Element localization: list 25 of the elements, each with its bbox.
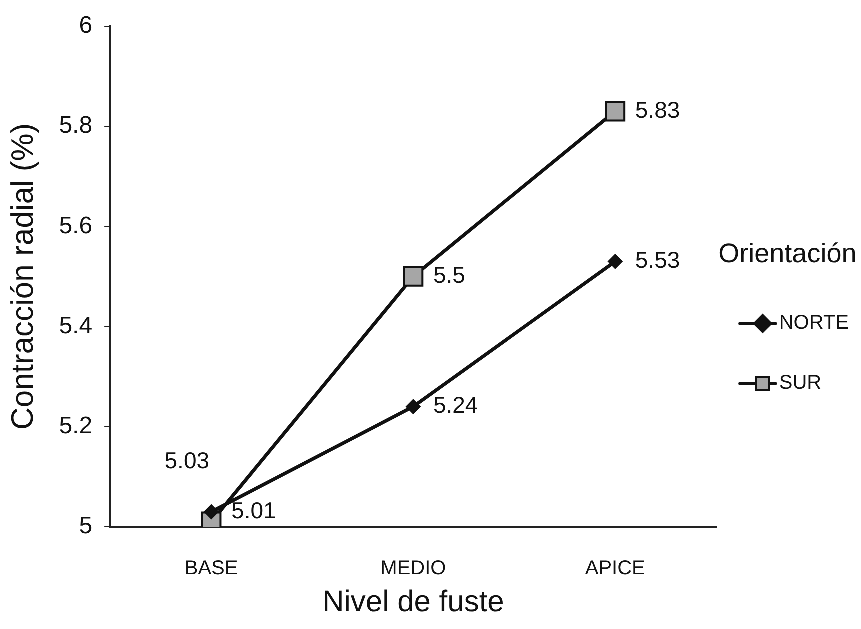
legend-label: SUR (779, 372, 822, 394)
y-tick-label: 5.2 (59, 412, 93, 440)
x-tick-label: MEDIO (380, 558, 446, 580)
legend-title: Orientación (718, 238, 857, 268)
y-tick-label: 5.4 (59, 312, 93, 340)
point (403, 266, 424, 287)
data-label: 5.03 (164, 447, 210, 474)
y-tick-label: 6 (79, 12, 93, 40)
x-tick-label: APICE (585, 558, 646, 580)
data-label: 5.5 (433, 262, 466, 288)
point (608, 254, 623, 270)
x-tick-label: BASE (184, 558, 238, 580)
y-tick-label: 5.6 (59, 212, 93, 240)
data-label: 5.01 (232, 497, 276, 524)
legend-label: NORTE (779, 312, 849, 334)
data-label: 5.24 (433, 392, 478, 418)
y-axis-title: Contracción radial (%) (5, 123, 40, 430)
data-label: 5.53 (635, 247, 680, 274)
y-tick-label: 5 (79, 512, 93, 540)
point (204, 504, 220, 520)
x-axis-title: Nivel de fuste (322, 585, 504, 618)
data-label: 5.83 (635, 96, 680, 123)
point (406, 399, 421, 414)
y-tick-label: 5.8 (59, 112, 93, 140)
point (605, 101, 626, 122)
